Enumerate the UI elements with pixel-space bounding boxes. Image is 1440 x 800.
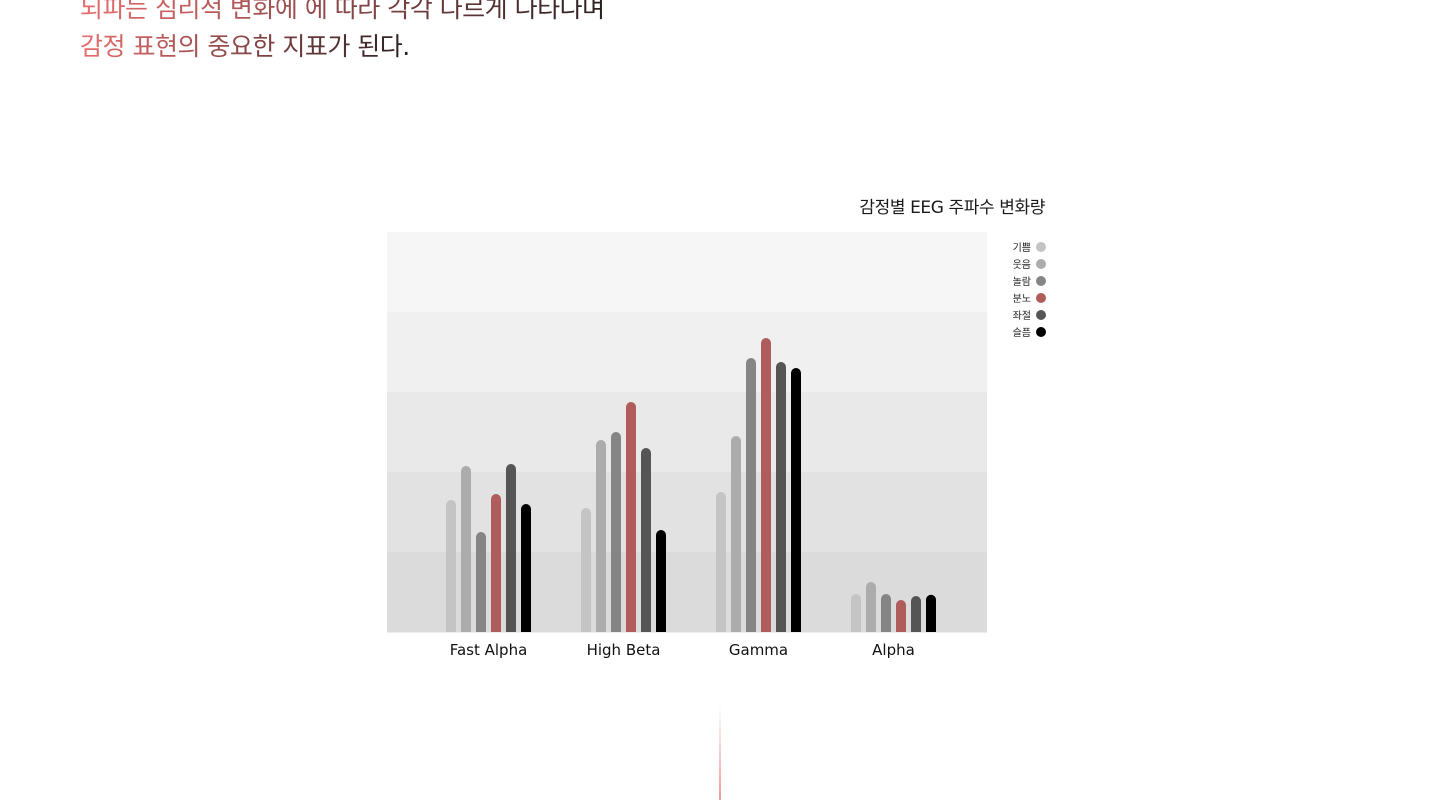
legend-label: 웃음 (1012, 260, 1031, 271)
legend-swatch (1036, 258, 1046, 269)
legend-item: 좌절 (1013, 306, 1046, 323)
legend-swatch (1036, 292, 1046, 303)
bar (581, 508, 591, 632)
legend-item: 기쁨 (1013, 238, 1046, 255)
legend-swatch (1036, 309, 1046, 320)
headline: 뇌파는 심리적 변화에 에 따라 각각 다르게 나타나며 감정 표현의 중요한 … (80, 0, 605, 66)
legend-label: 기쁨 (1012, 243, 1031, 254)
background-band (387, 312, 987, 393)
legend-label: 좌절 (1012, 311, 1031, 322)
bar (461, 466, 471, 632)
bar (731, 436, 741, 632)
legend-swatch (1036, 275, 1046, 286)
background-band (387, 232, 987, 313)
bar (656, 530, 666, 632)
bar (911, 596, 921, 632)
bar (776, 362, 786, 632)
vertical-divider (719, 705, 721, 800)
legend-swatch (1036, 326, 1046, 337)
bar (791, 368, 801, 632)
legend-item: 분노 (1013, 289, 1046, 306)
bar (896, 600, 906, 632)
x-tick-label: Gamma (729, 641, 788, 659)
bar (866, 582, 876, 632)
headline-line-1: 뇌파는 심리적 변화에 에 따라 각각 다르게 나타나며 (80, 0, 605, 28)
legend-label: 슬픔 (1012, 328, 1031, 339)
bar (761, 338, 771, 632)
legend-item: 슬픔 (1013, 323, 1046, 340)
bar (881, 594, 891, 632)
bar (746, 358, 756, 632)
legend-label: 분노 (1012, 294, 1031, 305)
legend-label: 놀람 (1012, 277, 1031, 288)
background-band (387, 472, 987, 553)
x-tick-label: High Beta (587, 641, 661, 659)
bar (521, 504, 531, 632)
bar (506, 464, 516, 632)
x-tick-label: Fast Alpha (450, 641, 528, 659)
bar (491, 494, 501, 632)
x-tick-label: Alpha (872, 641, 915, 659)
bar (716, 492, 726, 632)
legend-item: 웃음 (1013, 255, 1046, 272)
chart-bars (446, 338, 936, 632)
bar (476, 532, 486, 632)
bar (851, 594, 861, 632)
background-band (387, 392, 987, 473)
bar (626, 402, 636, 632)
bar (641, 448, 651, 632)
headline-line-2: 감정 표현의 중요한 지표가 된다. (80, 28, 410, 66)
bar (926, 594, 936, 632)
legend-swatch (1036, 241, 1046, 252)
bar (446, 500, 456, 632)
chart-background-bands (387, 232, 987, 633)
chart-title: 감정별 EEG 주파수 변화량 (859, 198, 1045, 218)
x-axis-labels: Fast Alpha High Beta Gamma Alpha (450, 641, 915, 659)
bar (611, 432, 621, 632)
legend-item: 놀람 (1013, 272, 1046, 289)
bar (596, 440, 606, 632)
